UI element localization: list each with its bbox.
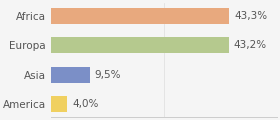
Text: 4,0%: 4,0% xyxy=(72,99,99,109)
Bar xyxy=(51,8,229,24)
Bar xyxy=(51,96,67,112)
Text: 43,2%: 43,2% xyxy=(234,40,267,50)
Bar xyxy=(51,67,90,83)
Text: 43,3%: 43,3% xyxy=(234,11,267,21)
Bar xyxy=(51,37,229,53)
Text: 9,5%: 9,5% xyxy=(95,70,121,80)
